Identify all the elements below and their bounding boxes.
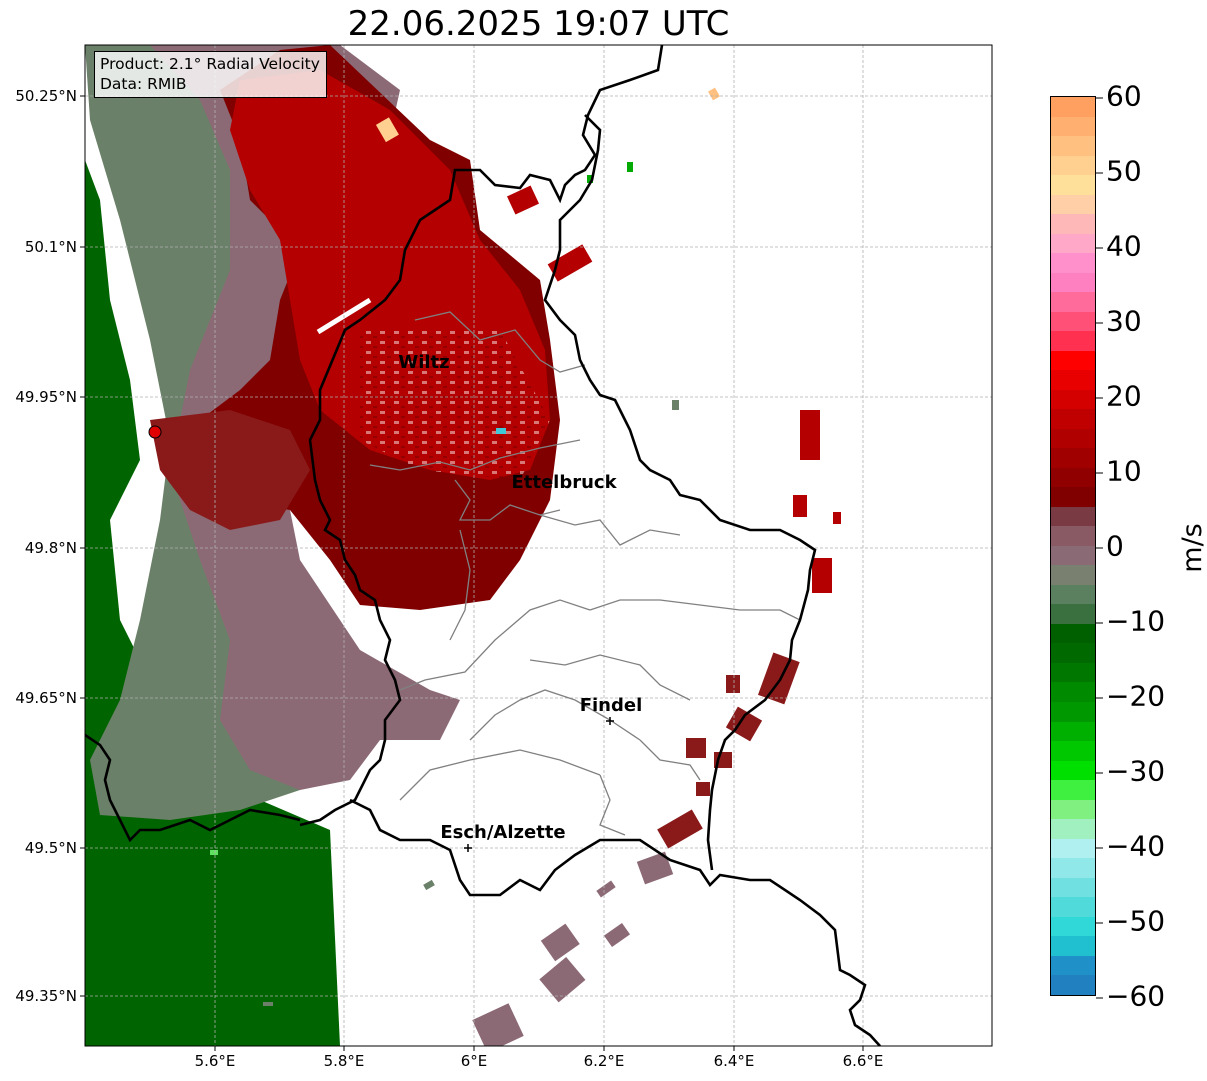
colorbar-segment [1051,955,1095,976]
gridlines [85,45,992,1046]
colorbar-segment [1051,780,1095,800]
colorbar-tick-label: 20 [1096,380,1142,413]
colorbar-segment [1051,936,1095,956]
axis-tick-marks [80,95,864,1051]
colorbar-segment [1051,389,1095,410]
colorbar-segment [1051,292,1095,312]
x-tick-label: 5.8°E [323,1052,365,1070]
colorbar-segment [1051,975,1095,995]
zone-mauve [150,45,460,790]
colorbar-segment [1051,858,1095,878]
colorbar-segment [1051,623,1095,644]
colorbar-tick-label: 50 [1096,155,1142,188]
colorbar-segment [1051,331,1095,351]
colorbar-segment [1051,272,1095,293]
colorbar-segment [1051,467,1095,488]
colorbar-segment [1051,233,1095,254]
colorbar-segment [1051,799,1095,820]
colorbar-segment [1051,604,1095,624]
colorbar [1050,96,1096,996]
plot-frame [84,44,993,1047]
place-labels: Wiltz Ettelbruck Findel Esch/Alzette [398,352,642,843]
colorbar-tick-label: 0 [1096,530,1124,563]
colorbar-segment [1051,370,1095,390]
colorbar-segment [1051,819,1095,839]
colorbar-segment [1051,682,1095,702]
product-label: Product: 2.1° Radial Velocity [100,55,320,73]
colorbar-segment [1051,916,1095,937]
zone-far-dark-red-lobe [150,410,310,530]
colorbar-segment [1051,350,1095,371]
y-tick-label: 50.1°N [24,238,77,256]
colorbar-segment [1051,506,1095,527]
colorbar-segment [1051,155,1095,176]
colorbar-segment [1051,448,1095,468]
x-tick-label: 6.6°E [842,1052,884,1070]
colorbar-segment [1051,701,1095,722]
colorbar-tick-label: 60 [1096,80,1142,113]
colorbar-tick-label: −30 [1096,755,1165,788]
label-esch-alzette: Esch/Alzette [440,822,565,843]
colorbar-segment [1051,897,1095,917]
colorbar-tick-label: −40 [1096,830,1165,863]
colorbar-segment [1051,136,1095,156]
colorbar-unit-label: m/s [1177,523,1207,573]
scattered-echoes [210,87,841,1046]
x-tick-label: 6.4°E [713,1052,755,1070]
colorbar-segment [1051,838,1095,859]
colorbar-segment [1051,741,1095,761]
colorbar-segment [1051,428,1095,449]
colorbar-tick-label: −10 [1096,605,1165,638]
colorbar-segment [1051,409,1095,429]
colorbar-tick-label: 10 [1096,455,1142,488]
colorbar-segment [1051,253,1095,273]
colorbar-tick-label: −50 [1096,905,1165,938]
y-tick-label: 49.5°N [24,839,77,857]
data-source-label: Data: RMIB [100,75,187,93]
colorbar-segment [1051,214,1095,234]
label-ettelbruck: Ettelbruck [511,472,617,493]
product-info-box: Product: 2.1° Radial Velocity Data: RMIB [94,51,327,98]
city-markers [464,717,614,852]
colorbar-segment [1051,721,1095,742]
colorbar-tick-label: 40 [1096,230,1142,263]
colorbar-segment [1051,545,1095,566]
label-findel: Findel [580,695,643,716]
colorbar-segment [1051,311,1095,332]
colorbar-segment [1051,877,1095,898]
national-borders [85,45,881,1046]
colorbar-segment [1051,565,1095,585]
y-tick-label: 49.8°N [24,539,77,557]
y-tick-label: 49.65°N [15,689,77,707]
colorbar-segment [1051,194,1095,215]
x-tick-label: 5.6°E [194,1052,236,1070]
colorbar-segment [1051,487,1095,507]
colorbar-tick-label: −20 [1096,680,1165,713]
colorbar-segment [1051,662,1095,683]
colorbar-segment [1051,584,1095,605]
radar-site-marker[interactable] [148,425,162,439]
label-wiltz: Wiltz [398,352,449,373]
map-title: 22.06.2025 19:07 UTC [347,4,730,44]
colorbar-segment [1051,526,1095,546]
x-tick-label: 6.2°E [583,1052,625,1070]
colorbar-tick-label: −60 [1096,980,1165,1013]
colorbar-segment [1051,643,1095,663]
colorbar-segment [1051,175,1095,195]
y-tick-label: 49.35°N [15,987,77,1005]
colorbar-segment [1051,97,1095,117]
y-tick-label: 49.95°N [15,388,77,406]
colorbar-segment [1051,760,1095,781]
y-tick-label: 50.25°N [15,87,77,105]
canton-boundaries [369,311,801,836]
colorbar-tick-label: 30 [1096,305,1142,338]
colorbar-segment [1051,116,1095,137]
speckle-overlay [360,330,550,480]
x-tick-label: 6°E [460,1052,488,1070]
